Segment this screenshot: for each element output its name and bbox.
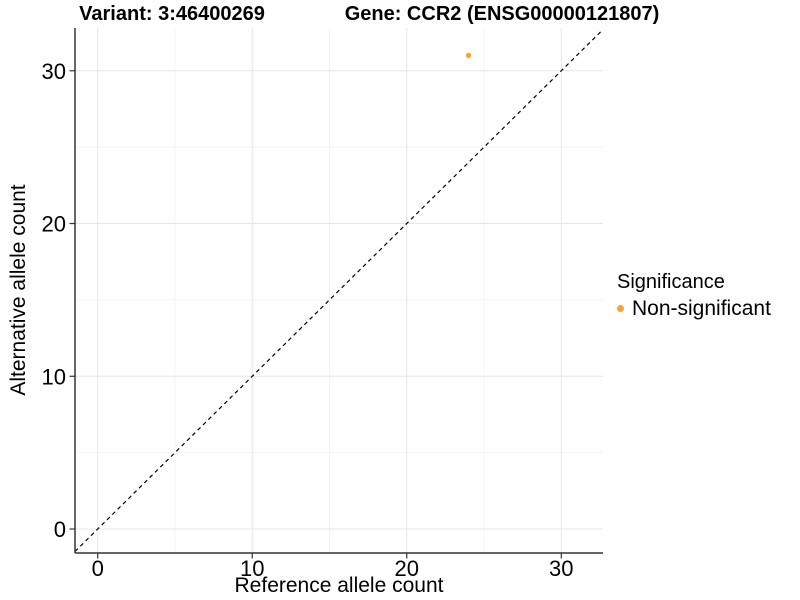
legend-item: Non-significant (617, 297, 771, 320)
plot-title-variant: Variant: 3:46400269 (79, 3, 265, 25)
y-tick-label: 0 (54, 517, 66, 542)
x-axis-title: Reference allele count (234, 574, 444, 597)
y-tick-label: 20 (42, 212, 66, 237)
legend-title: Significance (617, 271, 725, 293)
y-tick-label: 10 (42, 364, 66, 389)
x-tick-label: 20 (395, 556, 419, 581)
y-axis-title: Alternative allele count (7, 184, 30, 396)
plot-title-gene: Gene: CCR2 (ENSG00000121807) (344, 3, 660, 25)
legend: Significance Non-significant (617, 270, 771, 320)
legend-marker-circle (617, 305, 624, 313)
legend-item-label: Non-significant (632, 297, 771, 320)
y-tick-label: 30 (42, 59, 66, 84)
x-tick-label: 30 (549, 556, 573, 581)
x-tick-label: 10 (240, 556, 264, 581)
x-tick-label: 0 (92, 556, 104, 581)
identity-dashed-line (74, 29, 604, 552)
data-point (465, 52, 472, 59)
